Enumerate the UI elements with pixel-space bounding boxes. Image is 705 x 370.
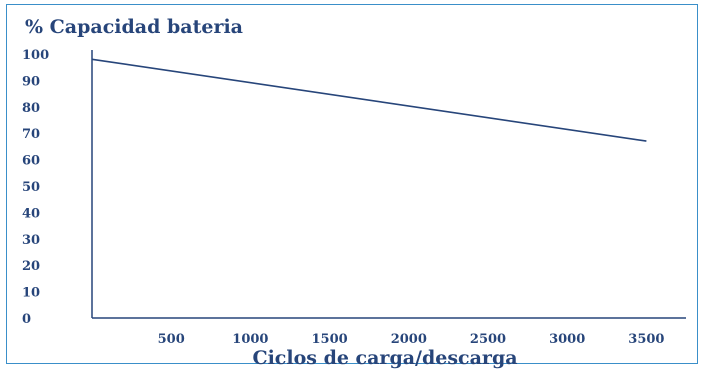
x-tick-label: 3500 <box>628 332 664 347</box>
x-tick-label: 3000 <box>549 332 585 347</box>
y-tick-label: 70 <box>22 127 40 142</box>
x-tick-label: 2500 <box>470 332 506 347</box>
x-tick-label: 500 <box>158 332 185 347</box>
series-layer <box>91 58 647 142</box>
y-tick-label: 0 <box>22 312 31 327</box>
x-tick-label: 2000 <box>391 332 427 347</box>
y-tick-label: 10 <box>22 286 40 301</box>
y-tick-label: 40 <box>22 206 40 221</box>
x-tick-label: 1500 <box>312 332 348 347</box>
y-tick-label: 100 <box>22 48 49 63</box>
y-tick-label: 50 <box>22 180 40 195</box>
chart-title: % Capacidad bateria <box>25 16 243 38</box>
x-tick-label: 1000 <box>232 332 268 347</box>
x-axis-label: Ciclos de carga/descarga <box>252 347 517 369</box>
x-tick-labels: 500 1000 1500 2000 2500 3000 3500 <box>158 332 665 347</box>
y-tick-label: 60 <box>22 154 40 169</box>
y-tick-label: 30 <box>22 233 40 248</box>
y-tick-label: 20 <box>22 259 40 274</box>
series-line <box>91 58 647 142</box>
y-tick-label: 80 <box>22 101 40 116</box>
y-tick-labels: 0 10 20 30 40 50 60 70 80 90 100 <box>22 48 49 327</box>
y-tick-label: 90 <box>22 74 40 89</box>
